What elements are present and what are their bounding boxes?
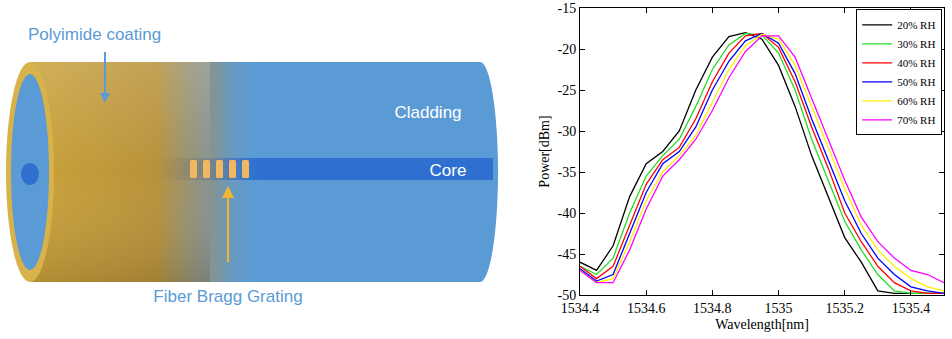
- svg-text:-30: -30: [558, 124, 577, 139]
- svg-text:1534.4: 1534.4: [561, 301, 600, 316]
- svg-text:1535.2: 1535.2: [825, 301, 864, 316]
- svg-text:60% RH: 60% RH: [897, 95, 935, 107]
- svg-text:1535.4: 1535.4: [892, 301, 931, 316]
- svg-text:-50: -50: [558, 288, 577, 303]
- svg-text:1534.8: 1534.8: [693, 301, 732, 316]
- svg-text:30% RH: 30% RH: [897, 38, 935, 50]
- svg-text:-40: -40: [558, 206, 577, 221]
- svg-text:Polyimide coating: Polyimide coating: [28, 25, 161, 44]
- svg-text:40% RH: 40% RH: [897, 57, 935, 69]
- svg-text:50% RH: 50% RH: [897, 76, 935, 88]
- svg-text:Wavelength[nm]: Wavelength[nm]: [715, 317, 809, 332]
- svg-text:Power[dBm]: Power[dBm]: [537, 115, 552, 187]
- svg-text:-45: -45: [558, 247, 577, 262]
- svg-text:Fiber Bragg Grating: Fiber Bragg Grating: [153, 287, 302, 306]
- svg-text:-20: -20: [558, 42, 577, 57]
- svg-text:-25: -25: [558, 83, 577, 98]
- svg-text:70% RH: 70% RH: [897, 114, 935, 126]
- svg-text:1535: 1535: [765, 301, 793, 316]
- svg-text:1534.6: 1534.6: [627, 301, 666, 316]
- svg-text:Core: Core: [430, 161, 467, 180]
- svg-text:Cladding: Cladding: [394, 103, 461, 122]
- svg-text:20% RH: 20% RH: [897, 19, 935, 31]
- svg-text:-15: -15: [558, 1, 577, 16]
- svg-text:-35: -35: [558, 165, 577, 180]
